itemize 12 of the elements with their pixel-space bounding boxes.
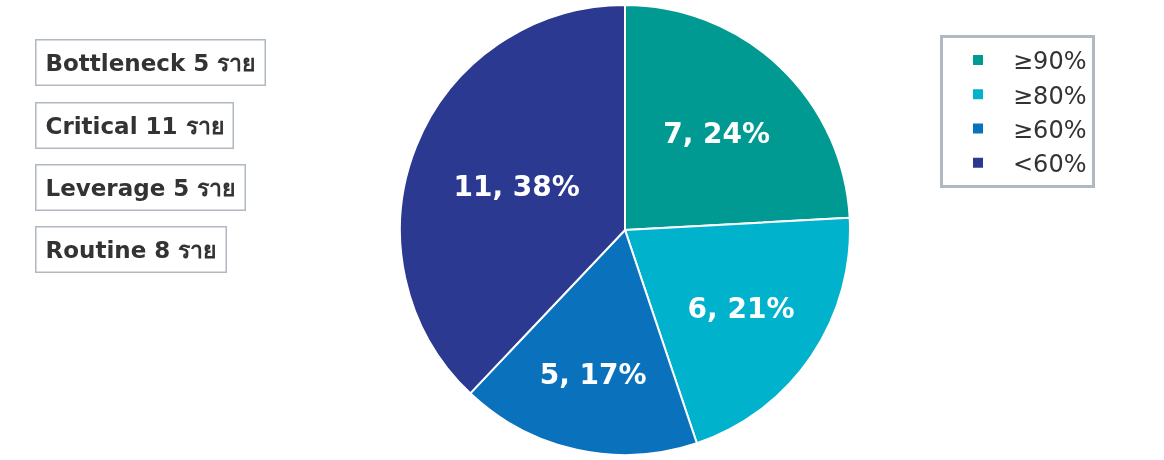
data-label: 7, 24% (663, 116, 771, 150)
data-label: 11, 38% (453, 170, 580, 204)
text: Critical 11 ราย (45, 112, 224, 139)
legend-label: ≥80% (1013, 81, 1087, 110)
text: Leverage 5 ราย (45, 174, 236, 201)
legend-label: ≥60% (1013, 115, 1087, 144)
legend-label: ≥90% (1013, 47, 1087, 76)
legend-label: <60% (1013, 150, 1087, 179)
data-label: 6, 21% (687, 292, 795, 326)
text: Routine 8 ราย (45, 236, 217, 263)
text: Bottleneck 5 ราย (45, 49, 256, 76)
data-label: 5, 17% (539, 358, 647, 392)
